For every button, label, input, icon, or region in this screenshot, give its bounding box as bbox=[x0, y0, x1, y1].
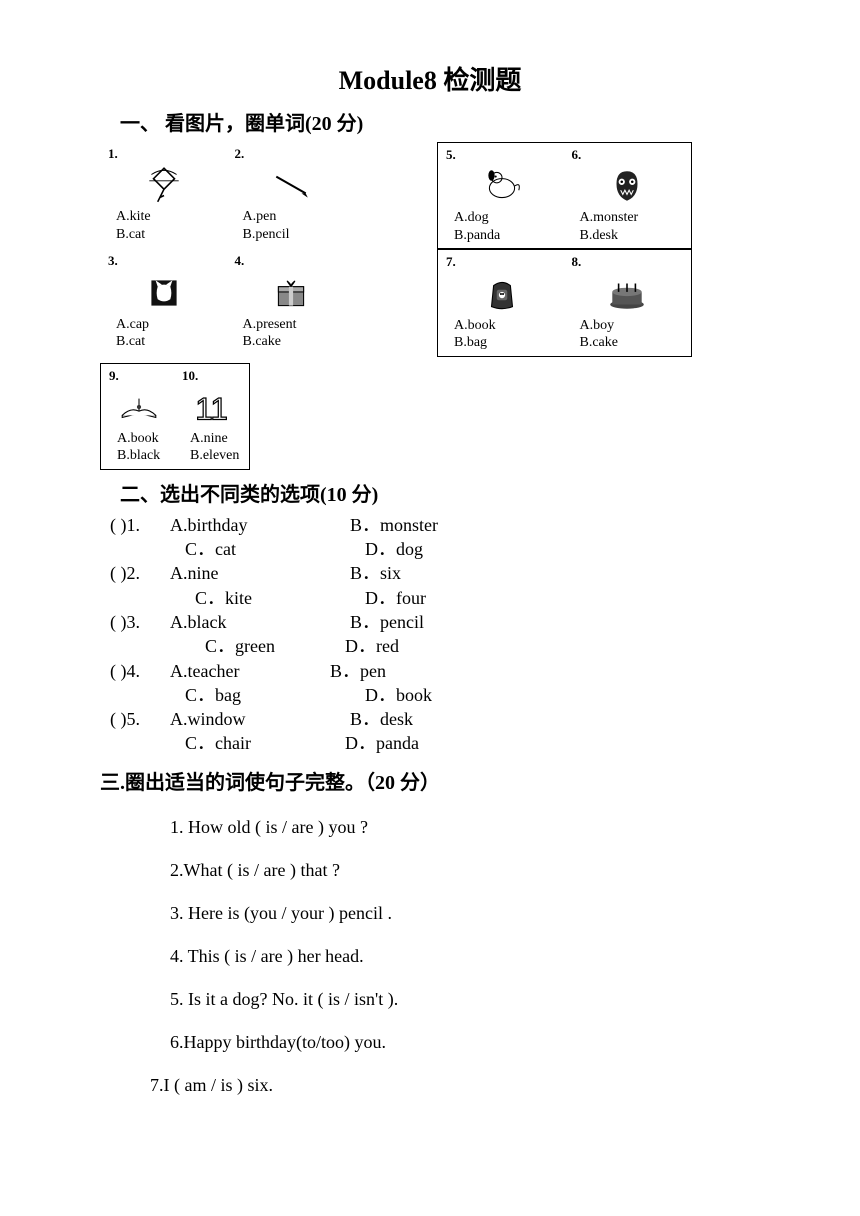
q3-sentence-6: 6.Happy birthday(to/too) you. bbox=[170, 1032, 760, 1053]
option-d: D．red bbox=[345, 634, 525, 658]
option-c: C．chair bbox=[185, 731, 365, 755]
option-a: A.kite bbox=[116, 208, 221, 226]
pic-item-3: 3. A.cap B.cat bbox=[108, 253, 221, 350]
option-a: A.nine bbox=[190, 430, 241, 448]
answer-blank[interactable]: ( )4. bbox=[110, 659, 170, 683]
option-a: A.black bbox=[170, 610, 350, 634]
kite-icon bbox=[140, 164, 188, 206]
q3-sentence-5: 5. Is it a dog? No. it ( is / isn't ). bbox=[170, 989, 760, 1010]
pic-num: 6. bbox=[572, 147, 684, 163]
pic-num: 9. bbox=[109, 368, 168, 384]
option-d: D．book bbox=[365, 683, 545, 707]
option-b: B.panda bbox=[454, 227, 558, 245]
option-d: D．dog bbox=[365, 537, 545, 561]
pic-num: 5. bbox=[446, 147, 558, 163]
section2-questions: ( )1. A.birthday B．monster C．cat D．dog (… bbox=[110, 513, 760, 756]
pic-item-7: 7. A.book B.bag bbox=[446, 254, 558, 351]
option-a: A.monster bbox=[580, 209, 684, 227]
pic-num: 10. bbox=[182, 368, 241, 384]
section2-header: 二、选出不同类的选项(10 分) bbox=[120, 478, 760, 507]
cake-icon bbox=[603, 273, 651, 315]
pic-num: 1. bbox=[108, 146, 221, 162]
option-b: B．desk bbox=[350, 707, 530, 731]
answer-blank[interactable]: ( )2. bbox=[110, 561, 170, 585]
pic-group-right-top: 5. A.dog B.panda 6. A.monster bbox=[437, 142, 692, 249]
pic-item-10: 10. 11 A.nine B.eleven bbox=[182, 368, 241, 465]
pic-item-1: 1. A.kite B.cat bbox=[108, 146, 221, 243]
option-a: A.nine bbox=[170, 561, 350, 585]
option-a: A.window bbox=[170, 707, 350, 731]
option-c: C．bag bbox=[185, 683, 365, 707]
option-b: B.desk bbox=[580, 227, 684, 245]
section3-header: 三.圈出适当的词使句子完整。（20 分） bbox=[100, 766, 760, 795]
eleven-icon: 11 bbox=[188, 386, 236, 428]
option-a: A.present bbox=[243, 316, 348, 334]
answer-blank[interactable]: ( )1. bbox=[110, 513, 170, 537]
option-b: B.cake bbox=[580, 334, 684, 352]
pic-num: 8. bbox=[572, 254, 684, 270]
section1-header: 一、 看图片，圈单词(20 分) bbox=[120, 107, 760, 136]
pic-item-6: 6. A.monster B.desk bbox=[572, 147, 684, 244]
option-d: D．four bbox=[365, 586, 545, 610]
option-b: B.cat bbox=[116, 226, 221, 244]
option-a: A.cap bbox=[116, 316, 221, 334]
option-a: A.book bbox=[117, 430, 168, 448]
option-b: B.cat bbox=[116, 333, 221, 351]
pic-group-left-top: 1. A.kite B.cat 2. A.pen bbox=[100, 142, 355, 247]
q2-row-2: ( )2. A.nine B．six bbox=[110, 561, 760, 585]
q3-sentence-3: 3. Here is (you / your ) pencil . bbox=[170, 903, 760, 924]
option-b: B.cake bbox=[243, 333, 348, 351]
q3-sentence-2: 2.What ( is / are ) that ? bbox=[170, 860, 760, 881]
option-a: A.boy bbox=[580, 317, 684, 335]
pic-item-5: 5. A.dog B.panda bbox=[446, 147, 558, 244]
picture-section: 1. A.kite B.cat 2. A.pen bbox=[100, 142, 760, 470]
option-b: B.eleven bbox=[190, 447, 241, 465]
q2-row-4: ( )4. A.teacher B．pen bbox=[110, 659, 760, 683]
option-b: B.black bbox=[117, 447, 168, 465]
option-c: C．cat bbox=[185, 537, 365, 561]
q2-row-5: ( )5. A.window B．desk bbox=[110, 707, 760, 731]
present-icon bbox=[267, 272, 315, 314]
pic-item-8: 8. A.boy B.cake bbox=[572, 254, 684, 351]
bag-icon bbox=[478, 273, 526, 315]
option-c: C．green bbox=[185, 634, 365, 658]
cat-icon bbox=[140, 272, 188, 314]
option-a: A.dog bbox=[454, 209, 558, 227]
option-b: B.bag bbox=[454, 334, 558, 352]
option-b: B．six bbox=[350, 561, 530, 585]
option-b: B．monster bbox=[350, 513, 530, 537]
option-a: A.pen bbox=[243, 208, 348, 226]
option-b: B．pencil bbox=[350, 610, 530, 634]
pic-num: 4. bbox=[235, 253, 348, 269]
option-a: A.book bbox=[454, 317, 558, 335]
pic-num: 3. bbox=[108, 253, 221, 269]
page-title: Module8 检测题 bbox=[100, 60, 760, 97]
option-c: C．kite bbox=[185, 586, 365, 610]
dog-icon bbox=[478, 165, 526, 207]
q2-row-3: ( )3. A.black B．pencil bbox=[110, 610, 760, 634]
option-b: B．pen bbox=[330, 659, 510, 683]
answer-blank[interactable]: ( )3. bbox=[110, 610, 170, 634]
pic-item-9: 9. A.book B.black bbox=[109, 368, 168, 465]
book-icon bbox=[115, 386, 163, 428]
pencil-icon bbox=[267, 164, 315, 206]
option-a: A.birthday bbox=[170, 513, 350, 537]
answer-blank[interactable]: ( )5. bbox=[110, 707, 170, 731]
q3-sentence-4: 4. This ( is / are ) her head. bbox=[170, 946, 760, 967]
pic-item-2: 2. A.pen B.pencil bbox=[235, 146, 348, 243]
option-a: A.teacher bbox=[170, 659, 350, 683]
pic-group-left-bottom: 9. A.book B.black 10. 11 A.nine B.eleven bbox=[100, 363, 250, 470]
pic-num: 7. bbox=[446, 254, 558, 270]
option-d: D．panda bbox=[345, 731, 525, 755]
svg-text:11: 11 bbox=[195, 390, 228, 426]
pic-group-right-mid: 7. A.book B.bag 8. A.boy bbox=[437, 249, 692, 356]
pic-group-left-mid: 3. A.cap B.cat 4. A.present bbox=[100, 249, 355, 354]
q3-sentence-7: 7.I ( am / is ) six. bbox=[150, 1075, 760, 1096]
option-b: B.pencil bbox=[243, 226, 348, 244]
pic-item-4: 4. A.present B.cake bbox=[235, 253, 348, 350]
q3-sentence-1: 1. How old ( is / are ) you ? bbox=[170, 817, 760, 838]
monster-icon bbox=[603, 165, 651, 207]
pic-num: 2. bbox=[235, 146, 348, 162]
q2-row-1: ( )1. A.birthday B．monster bbox=[110, 513, 760, 537]
